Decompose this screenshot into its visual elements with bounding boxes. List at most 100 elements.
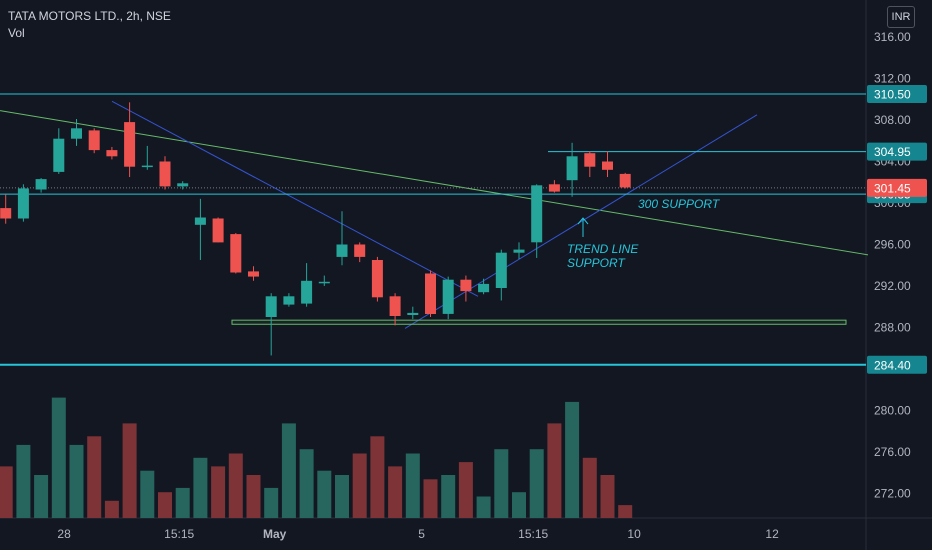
candle-body[interactable]	[71, 128, 82, 139]
candle-body[interactable]	[495, 252, 507, 288]
candle-body[interactable]	[124, 122, 136, 167]
price-tick-label: 292.00	[874, 279, 911, 293]
volume-indicator-label[interactable]: Vol	[8, 26, 25, 40]
blue-up-trend-line[interactable]	[404, 114, 758, 329]
candle-body[interactable]	[425, 273, 436, 315]
candle-body[interactable]	[460, 279, 472, 292]
volume-bar	[264, 487, 279, 518]
price-badge	[867, 178, 927, 197]
price-badge-label: 310.50	[874, 88, 911, 102]
time-tick-label: 5	[418, 527, 425, 541]
volume-bar	[317, 470, 332, 518]
volume-bar	[51, 397, 66, 518]
candle-body[interactable]	[159, 161, 171, 187]
volume-bar	[547, 423, 562, 518]
candle-body[interactable]	[619, 173, 631, 188]
volume-bar	[352, 453, 367, 518]
price-badge	[867, 355, 927, 374]
candle-body[interactable]	[17, 188, 29, 219]
candle-body[interactable]	[336, 244, 348, 257]
time-tick-label: May	[263, 527, 287, 541]
candle-body[interactable]	[141, 165, 153, 168]
price-tick-label: 296.00	[874, 238, 911, 252]
candle-body[interactable]	[531, 185, 543, 243]
volume-bar	[458, 462, 473, 518]
candle-body[interactable]	[513, 249, 525, 253]
candle-body[interactable]	[318, 281, 330, 284]
candle-body[interactable]	[283, 296, 295, 305]
candle-body[interactable]	[212, 218, 224, 243]
time-tick-label: 15:15	[164, 527, 194, 541]
volume-layer	[0, 397, 633, 518]
price-tick-label: 312.00	[874, 72, 911, 86]
price-tick-label: 280.00	[874, 403, 911, 417]
volume-bar	[158, 492, 172, 518]
volume-bar	[16, 444, 31, 518]
volume-bar	[582, 457, 597, 518]
volume-bar	[441, 475, 456, 518]
volume-bar	[175, 487, 190, 518]
time-tick-label: 15:15	[518, 527, 548, 541]
blue-down-trend-line[interactable]	[111, 100, 479, 297]
candle-body[interactable]	[354, 244, 366, 257]
price-badge-label: 284.40	[874, 358, 911, 372]
candle-body[interactable]	[584, 153, 596, 167]
arrow-head-icon	[577, 217, 589, 225]
volume-bar	[299, 449, 314, 518]
candle-body[interactable]	[548, 184, 560, 192]
trend-line-annotation-line1[interactable]: TREND LINE	[567, 242, 639, 256]
volume-bar	[211, 466, 226, 518]
symbol-title[interactable]: TATA MOTORS LTD., 2h, NSE	[8, 9, 171, 23]
price-tick-label: 308.00	[874, 113, 911, 127]
candle-body[interactable]	[442, 279, 454, 314]
price-badge	[867, 85, 927, 103]
candle-body[interactable]	[407, 312, 419, 315]
volume-bar	[34, 475, 49, 518]
candle-body[interactable]	[106, 150, 118, 157]
volume-bar	[69, 444, 84, 518]
volume-bar	[87, 436, 102, 518]
volume-bar	[104, 500, 119, 518]
currency-button[interactable]: INR	[887, 6, 915, 28]
candle-body[interactable]	[248, 271, 259, 277]
price-tick-label: 272.00	[874, 486, 911, 500]
price-level-lines	[0, 93, 866, 366]
candle-body[interactable]	[371, 260, 383, 298]
time-tick-label: 28	[57, 527, 71, 541]
volume-bar	[370, 436, 385, 518]
candle-body[interactable]	[230, 234, 242, 273]
volume-bar	[600, 475, 615, 518]
candle-body[interactable]	[265, 296, 277, 317]
candles-layer	[0, 102, 631, 356]
candle-body[interactable]	[478, 283, 490, 293]
price-tick-label: 316.00	[874, 30, 911, 44]
volume-bar	[193, 457, 208, 518]
volume-bar	[0, 466, 13, 518]
candle-body[interactable]	[53, 138, 65, 172]
volume-bar	[618, 505, 633, 518]
candle-body[interactable]	[602, 161, 613, 170]
price-badge-label: 304.95	[874, 145, 911, 159]
candle-body[interactable]	[177, 183, 189, 187]
drawings-layer	[0, 100, 869, 329]
volume-bar	[423, 479, 438, 518]
time-axis[interactable]: 28 15:15 May 5 15:15 10 12	[57, 527, 779, 541]
candle-body[interactable]	[35, 179, 47, 190]
support-300-annotation[interactable]: 300 SUPPORT	[638, 197, 721, 211]
volume-bar	[228, 453, 243, 518]
candle-body[interactable]	[389, 296, 401, 316]
candle-body[interactable]	[566, 156, 578, 181]
support-zone-rectangle[interactable]	[231, 319, 847, 325]
volume-bar	[388, 466, 403, 518]
volume-bar	[565, 401, 580, 518]
candle-body[interactable]	[88, 130, 100, 151]
candle-body[interactable]	[194, 217, 206, 225]
candle-body[interactable]	[301, 280, 313, 304]
volume-bar	[405, 453, 420, 518]
candle-body[interactable]	[0, 208, 12, 219]
volume-bar	[122, 423, 137, 518]
descending-trend-line[interactable]	[0, 110, 869, 256]
trend-line-annotation-line2[interactable]: SUPPORT	[567, 256, 626, 270]
